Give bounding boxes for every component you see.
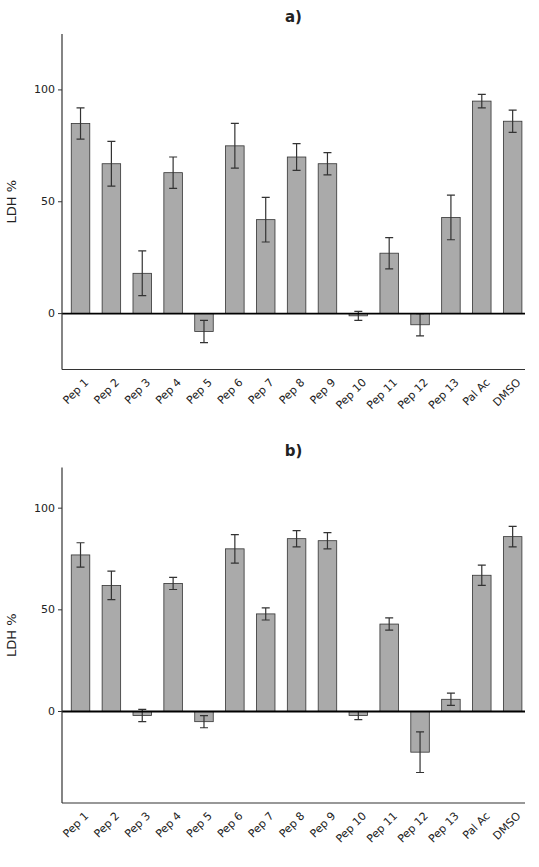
- y-tick: [58, 313, 62, 314]
- plot-area: [62, 94, 525, 342]
- error-bar: [385, 238, 393, 269]
- y-tick: [58, 609, 62, 610]
- y-tick: [58, 201, 62, 202]
- y-tick-label: 50: [41, 603, 55, 616]
- y-tick-label: 100: [34, 502, 55, 515]
- error-bar: [509, 110, 517, 132]
- bar: [71, 555, 90, 712]
- x-tick-label: Pep 12: [395, 810, 431, 846]
- error-bar: [262, 608, 270, 620]
- zero-line: [62, 313, 525, 315]
- x-tick-label: Pep 4: [153, 376, 184, 407]
- x-tick-label: Pep 2: [91, 376, 122, 407]
- error-bar: [107, 141, 115, 186]
- error-bar: [293, 144, 301, 171]
- x-tick-label: Pep 2: [91, 810, 122, 841]
- y-axis-label: LDH %: [4, 613, 19, 657]
- bar: [380, 624, 399, 711]
- error-bar: [323, 153, 331, 175]
- y-tick-label: 50: [41, 195, 55, 208]
- error-bar: [200, 716, 208, 728]
- error-bar: [262, 197, 270, 242]
- x-tick-label: Pep 13: [426, 810, 462, 846]
- error-bar: [293, 531, 301, 547]
- x-tick-label: Pep 13: [426, 376, 462, 412]
- bar: [287, 539, 306, 712]
- bar: [164, 173, 183, 314]
- title: b): [285, 442, 303, 460]
- bar: [164, 583, 183, 711]
- bar: [318, 541, 337, 712]
- error-bar: [231, 535, 239, 563]
- y-tick: [58, 508, 62, 509]
- x-tick-label: Pep 4: [153, 810, 184, 841]
- error-bar: [77, 108, 85, 139]
- x-axis-line: [62, 802, 525, 803]
- bar: [318, 164, 337, 314]
- x-tick-label: Pep 11: [364, 376, 400, 412]
- x-tick-label: DMSO: [490, 809, 523, 842]
- error-bar: [385, 618, 393, 630]
- y-tick: [58, 711, 62, 712]
- y-tick-label: 0: [48, 705, 55, 718]
- x-tick-label: Pep 10: [333, 810, 369, 846]
- bar: [71, 123, 90, 313]
- y-axis-line: [61, 468, 62, 804]
- x-tick-label: Pep 3: [122, 376, 153, 407]
- y-axis-label: LDH %: [4, 180, 19, 224]
- bar: [226, 549, 245, 712]
- plot-area: [62, 526, 525, 772]
- error-bar: [323, 533, 331, 549]
- x-tick-label: DMSO: [490, 376, 523, 409]
- error-bar: [416, 314, 424, 336]
- error-bar: [169, 157, 177, 188]
- error-bar: [447, 693, 455, 705]
- error-bar: [200, 320, 208, 342]
- bar: [503, 537, 522, 712]
- x-tick-label: Pep 11: [364, 810, 400, 846]
- error-bar: [509, 526, 517, 546]
- x-tick-label: Pep 7: [246, 376, 277, 407]
- x-tick-label: Pep 1: [61, 810, 92, 841]
- bar: [473, 101, 492, 313]
- bar: [503, 121, 522, 313]
- x-tick-label: Pep 1: [61, 376, 92, 407]
- x-tick-label: Pep 8: [277, 810, 308, 841]
- error-bar: [107, 571, 115, 599]
- bar: [226, 146, 245, 314]
- bar: [473, 575, 492, 711]
- error-bar: [169, 577, 177, 589]
- panel: b)LDH %050100Pep 1Pep 2Pep 3Pep 4Pep 5Pe…: [4, 442, 525, 846]
- x-tick-label: Pal Ac: [460, 810, 492, 842]
- y-tick: [58, 89, 62, 90]
- x-tick-label: Pep 12: [395, 376, 431, 412]
- error-bar: [138, 251, 146, 296]
- x-tick-label: Pep 5: [184, 810, 215, 841]
- error-bar: [478, 565, 486, 585]
- x-tick-label: Pep 7: [246, 810, 277, 841]
- bar: [287, 157, 306, 314]
- error-bar: [354, 712, 362, 720]
- error-bar: [231, 123, 239, 168]
- error-bar: [447, 195, 455, 240]
- error-bar: [77, 543, 85, 567]
- x-tick-label: Pep 10: [333, 376, 369, 412]
- x-tick-label: Pep 5: [184, 376, 215, 407]
- x-tick-label: Pal Ac: [460, 376, 492, 408]
- x-tick-label: Pep 6: [215, 376, 246, 407]
- x-tick-label: Pep 3: [122, 810, 153, 841]
- x-tick-label: Pep 6: [215, 810, 246, 841]
- figure: a)LDH %050100Pep 1Pep 2Pep 3Pep 4Pep 5Pe…: [0, 0, 539, 867]
- panel: a)LDH %050100Pep 1Pep 2Pep 3Pep 4Pep 5Pe…: [4, 8, 525, 412]
- y-tick-label: 100: [34, 83, 55, 96]
- x-axis-line: [62, 369, 525, 370]
- x-tick-label: Pep 8: [277, 376, 308, 407]
- zero-line: [62, 711, 525, 713]
- error-bar: [416, 732, 424, 773]
- y-tick-label: 0: [48, 307, 55, 320]
- bar: [256, 614, 275, 712]
- error-bar: [478, 94, 486, 107]
- title: a): [285, 8, 302, 26]
- bar: [102, 585, 121, 711]
